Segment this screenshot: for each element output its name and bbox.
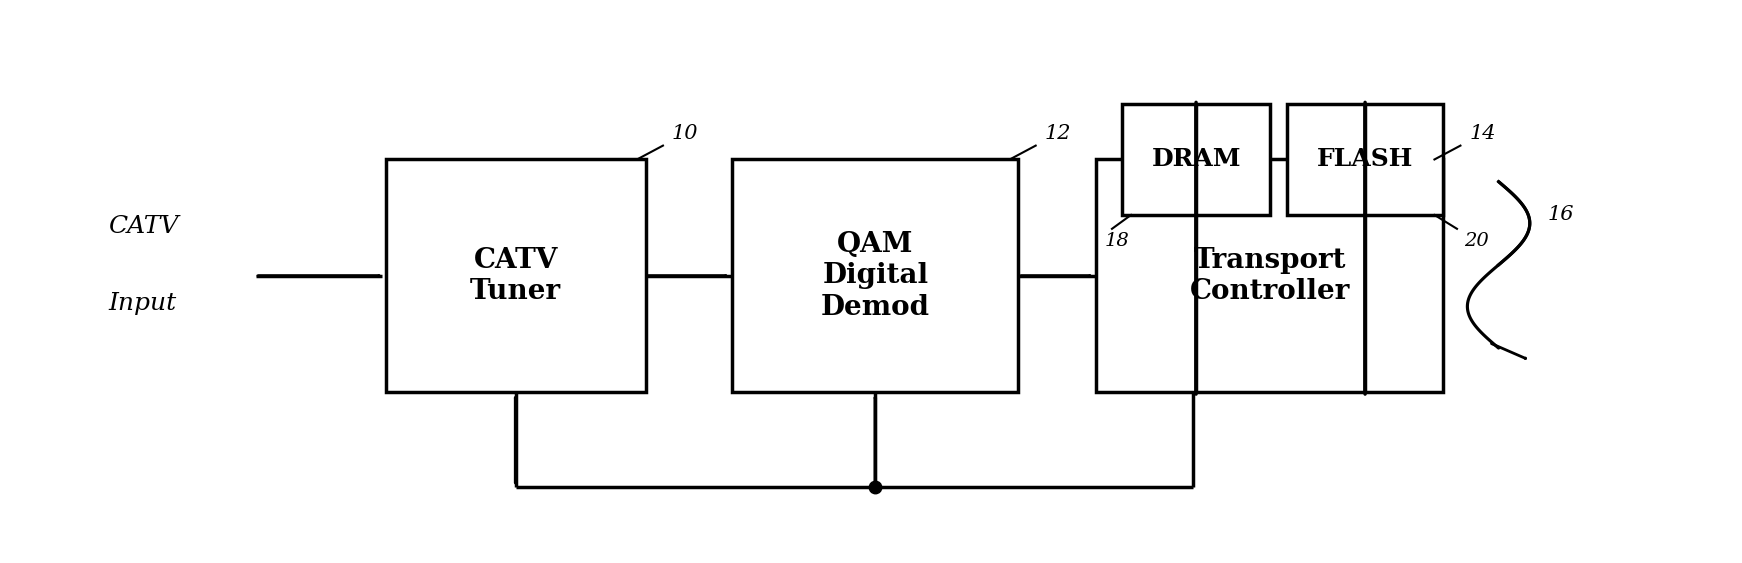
Text: 20: 20: [1463, 231, 1489, 249]
Text: CATV: CATV: [108, 215, 179, 238]
Text: FLASH: FLASH: [1317, 148, 1413, 172]
Text: CATV
Tuner: CATV Tuner: [470, 247, 561, 305]
Text: 10: 10: [672, 124, 699, 143]
Bar: [385, 159, 646, 392]
Bar: [1287, 104, 1442, 215]
Text: QAM
Digital
Demod: QAM Digital Demod: [820, 231, 930, 321]
Text: Transport
Controller: Transport Controller: [1190, 247, 1350, 305]
Bar: [1096, 159, 1442, 392]
Text: 12: 12: [1045, 124, 1071, 143]
Text: Input: Input: [108, 292, 176, 315]
Bar: [732, 159, 1019, 392]
Text: 14: 14: [1469, 124, 1496, 143]
Text: 18: 18: [1104, 231, 1131, 249]
Text: 16: 16: [1547, 205, 1573, 225]
Text: DRAM: DRAM: [1151, 148, 1240, 172]
Bar: [1122, 104, 1270, 215]
